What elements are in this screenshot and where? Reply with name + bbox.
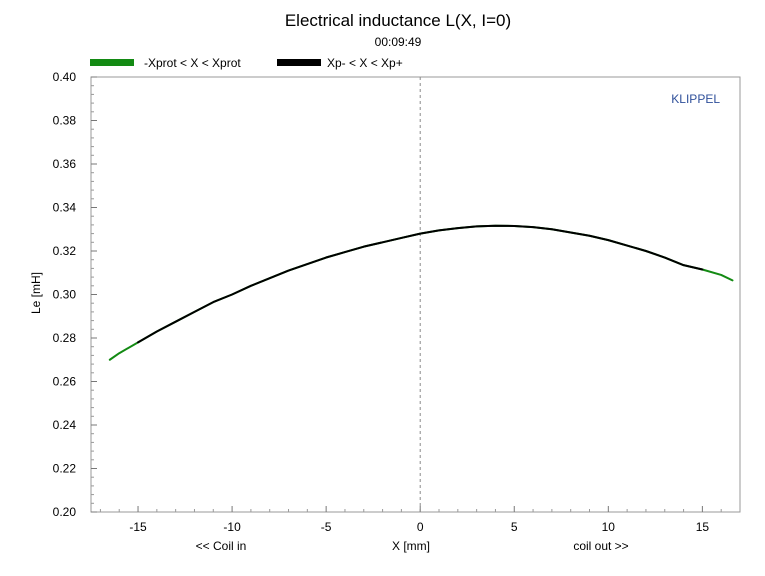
y-tick-label: 0.30 <box>53 288 77 302</box>
chart-title: Electrical inductance L(X, I=0) <box>285 11 511 30</box>
y-axis: 0.20 0.22 0.24 0.26 0.28 0.30 0.32 0.34 0.36 0.38… <box>53 70 97 519</box>
y-tick-label: 0.24 <box>53 418 77 432</box>
x-tick-label: 0 <box>417 520 424 534</box>
y-tick-label: 0.38 <box>53 114 77 128</box>
y-tick-label: 0.28 <box>53 331 77 345</box>
legend-label: -Xprot < X < Xprot <box>144 56 241 70</box>
x-tick-label: -5 <box>321 520 332 534</box>
chart-subtitle-time: 00:09:49 <box>375 35 422 49</box>
y-tick-label: 0.32 <box>53 244 77 258</box>
legend: -Xprot < X < Xprot Xp- < X < Xp+ <box>90 56 403 70</box>
legend-swatch <box>277 59 321 66</box>
plot-frame <box>90 76 741 513</box>
y-tick-label: 0.26 <box>53 375 77 389</box>
x-tick-label: 10 <box>602 520 616 534</box>
series-group <box>108 224 734 361</box>
x-axis-label: X [mm] <box>392 539 430 553</box>
x-axis: -15 -10 -5 0 5 10 15 <box>99 506 722 534</box>
x-tick-label: 15 <box>696 520 710 534</box>
x-tick-label: 5 <box>511 520 518 534</box>
x-right-note: coil out >> <box>573 539 628 553</box>
y-tick-label: 0.36 <box>53 157 77 171</box>
y-tick-label: 0.34 <box>53 201 77 215</box>
legend-label: Xp- < X < Xp+ <box>327 56 403 70</box>
x-tick-label: -15 <box>129 520 147 534</box>
x-left-note: << Coil in <box>196 539 247 553</box>
y-tick-label: 0.22 <box>53 462 77 476</box>
y-tick-label: 0.20 <box>53 505 77 519</box>
klippel-watermark: KLIPPEL <box>671 92 720 106</box>
series-line-xp <box>137 224 704 344</box>
y-tick-label: 0.40 <box>53 70 77 84</box>
legend-swatch <box>90 59 134 66</box>
x-tick-label: -10 <box>223 520 241 534</box>
y-axis-label: Le [mH] <box>29 272 43 314</box>
